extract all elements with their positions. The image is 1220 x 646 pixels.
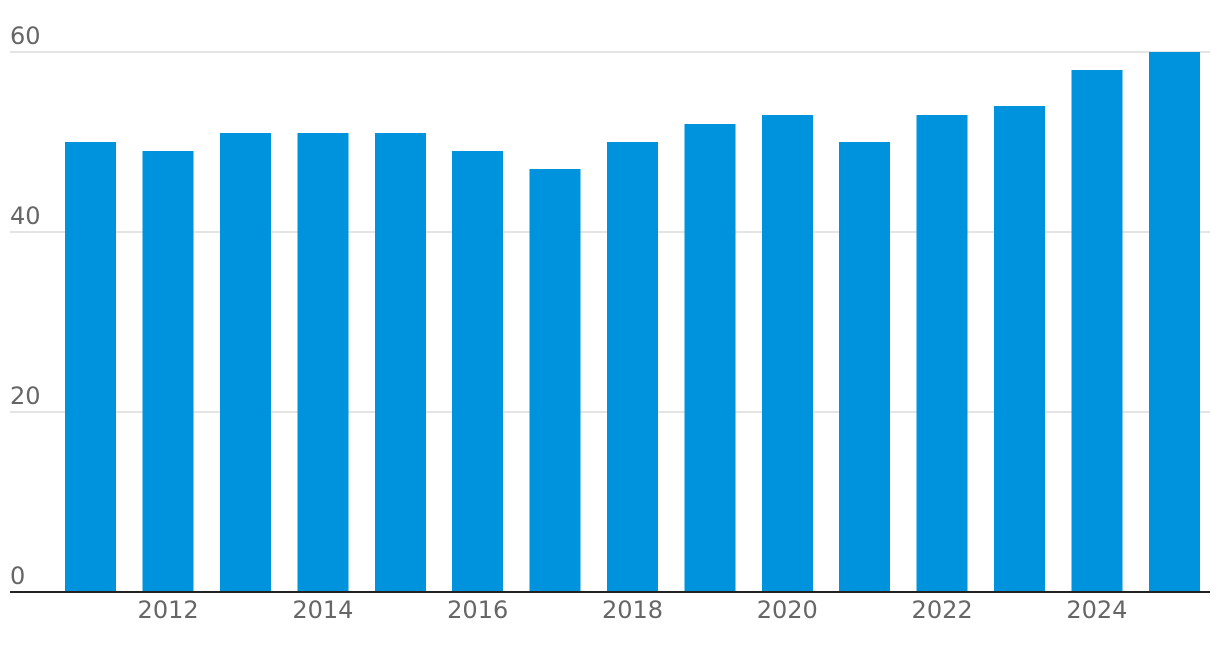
- bar-2016: [452, 151, 504, 592]
- x-tick-label: 2022: [912, 596, 973, 624]
- y-tick-label: 40: [10, 202, 41, 230]
- bars: [65, 52, 1200, 592]
- bar-2012: [142, 151, 194, 592]
- y-tick-label: 60: [10, 22, 41, 50]
- bar-2017: [529, 169, 581, 592]
- bar-2023: [994, 106, 1045, 592]
- bar-2015: [374, 133, 426, 592]
- x-tick-label: 2014: [292, 596, 353, 624]
- bar-2011: [65, 142, 117, 592]
- bar-2014: [297, 133, 349, 592]
- x-tick-label: 2024: [1066, 596, 1127, 624]
- bar-2018: [607, 142, 658, 592]
- x-axis-tick-labels: 2012 2014 2016 2018 2020 2022 2024: [138, 596, 1128, 624]
- bar-2022: [916, 115, 968, 592]
- x-tick-label: 2018: [602, 596, 663, 624]
- bar-2020: [761, 115, 813, 592]
- x-tick-label: 2016: [447, 596, 508, 624]
- y-axis-tick-labels: 0 20 40 60: [10, 22, 41, 590]
- bar-2019: [684, 124, 736, 592]
- bar-2025: [1148, 52, 1200, 592]
- bar-2013: [220, 133, 271, 592]
- bar-2021: [839, 142, 891, 592]
- y-tick-label: 20: [10, 382, 41, 410]
- bar-2024: [1071, 70, 1123, 592]
- y-tick-label: 0: [10, 562, 25, 590]
- x-tick-label: 2012: [138, 596, 199, 624]
- x-tick-label: 2020: [757, 596, 818, 624]
